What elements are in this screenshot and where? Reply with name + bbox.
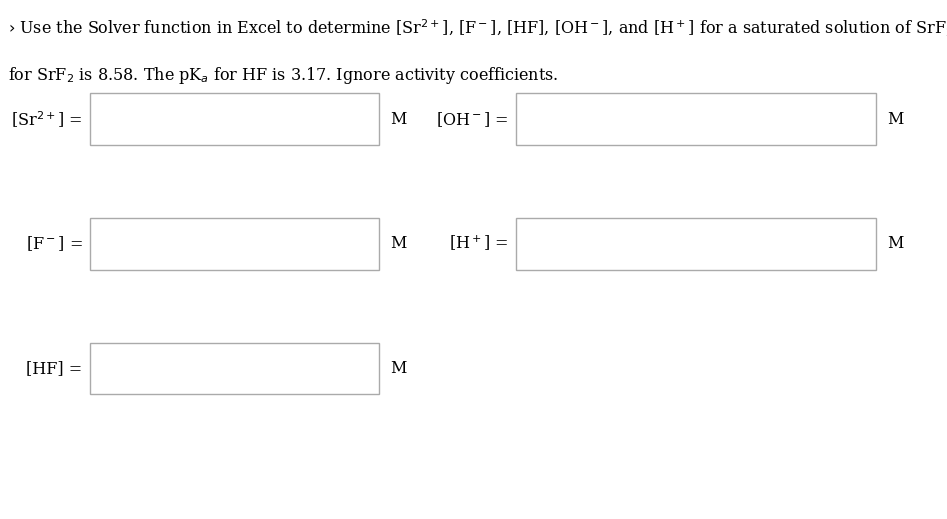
Text: M: M — [887, 236, 903, 252]
FancyBboxPatch shape — [90, 93, 379, 145]
Text: M: M — [390, 111, 406, 128]
Text: [F$^-$] =: [F$^-$] = — [26, 235, 82, 253]
Text: M: M — [390, 236, 406, 252]
Text: M: M — [887, 111, 903, 128]
Text: [HF] =: [HF] = — [27, 360, 82, 377]
Text: [Sr$^{2+}$] =: [Sr$^{2+}$] = — [11, 109, 82, 130]
Text: [OH$^-$] =: [OH$^-$] = — [436, 110, 509, 129]
Text: › Use the Solver function in Excel to determine [Sr$^{2+}$], [F$^-$], [HF], [OH$: › Use the Solver function in Excel to de… — [8, 18, 947, 42]
FancyBboxPatch shape — [516, 93, 876, 145]
Text: for SrF$_2$ is 8.58. The pK$_a$ for HF is 3.17. Ignore activity coefficients.: for SrF$_2$ is 8.58. The pK$_a$ for HF i… — [8, 65, 558, 86]
Text: [H$^+$] =: [H$^+$] = — [449, 235, 509, 253]
FancyBboxPatch shape — [90, 218, 379, 270]
FancyBboxPatch shape — [516, 218, 876, 270]
Text: M: M — [390, 360, 406, 377]
FancyBboxPatch shape — [90, 343, 379, 394]
